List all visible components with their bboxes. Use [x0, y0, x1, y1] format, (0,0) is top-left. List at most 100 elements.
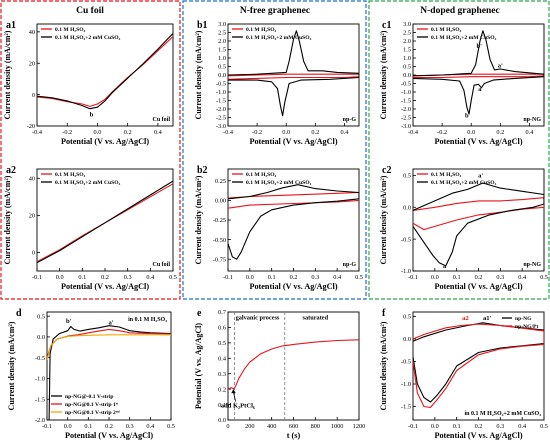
panel-a1-group-title: Cu foil	[76, 6, 104, 16]
panel-b1-ytick-label: 0.0	[218, 72, 226, 79]
panel-c2-annotation: a	[443, 263, 447, 270]
panel-a2-ytick-label: 20	[29, 213, 35, 220]
panel-c2-xtick-label: 0.2	[475, 274, 483, 281]
panel-b1-series-2	[228, 30, 359, 117]
panel-b1-xtick-label: 0.0	[282, 129, 290, 136]
panel-c1-ytick-label: -0.5	[401, 81, 411, 88]
panel-b2-letter: b2	[197, 165, 208, 176]
panel-a1-ytick-label: -20	[27, 123, 35, 130]
panel-d-xtick-label: 0.0	[64, 423, 72, 430]
panel-b2-legend-label: 0.1 M H₂SO₄	[246, 172, 277, 178]
panel-c1-annotation: b'	[476, 43, 482, 50]
panel-c1-xtick-label: -0.2	[437, 129, 447, 136]
panel-d-series-1	[48, 325, 171, 420]
panel-a1-xtick-label: 0.0	[94, 129, 102, 136]
panel-b1-ytick-label: 3.0	[218, 21, 226, 28]
panel-c2-series-2	[413, 182, 544, 267]
panel-b2-xtick-label: 0.1	[268, 274, 276, 281]
panel-b2-xtick-label: 0.0	[246, 274, 254, 281]
panel-b1-ytick-label: -3.0	[216, 123, 226, 130]
panel-b2-ytick-label: 0.25	[215, 178, 226, 185]
panel-d-legend-label: np-NG@0.1 V-strip 1ˢᵗ	[65, 402, 119, 408]
panel-c2-letter: c2	[382, 165, 391, 176]
panel-a2-ytick-label: 40	[29, 175, 35, 182]
panel-f-xtick-label: 0.4	[518, 423, 527, 430]
panel-c1-ytick-label: 0.5	[403, 64, 411, 71]
panel-b1-ytick-label: -1.5	[216, 98, 226, 105]
panel-c2-ytick-label: 0.0	[403, 204, 411, 211]
panel-c2-xtick-label: 0.3	[496, 274, 504, 281]
panel-f-xtick-label: -0.1	[408, 423, 418, 430]
panel-a2-legend-label: 0.1 M H₂SO₄	[55, 172, 86, 178]
panel-e-annotation: add K₂PtCl₆	[221, 403, 255, 410]
panel-e-ylabel: Potential (V vs. Ag/AgCl)	[194, 323, 203, 409]
panel-a1-annotation: b	[90, 112, 94, 119]
panel-c2-annotation: a'	[478, 172, 483, 179]
panel-e-ytick-label: 0.6	[218, 325, 226, 332]
panel-a1-ytick-label: 40	[29, 29, 35, 36]
panel-b2-xtick-label: 0.3	[311, 274, 319, 281]
panel-c1-xtick-label: 0.0	[467, 129, 475, 136]
panel-c1-ytick-label: 0.0	[403, 72, 411, 79]
panel-c2-xtick-label: -0.1	[408, 274, 418, 281]
panel-c1-ytick-label: 1.5	[403, 47, 411, 54]
panel-a2-inner-label: Cu foil	[152, 262, 170, 268]
panel-a1-xtick-label: -0.2	[62, 129, 72, 136]
panel-f-legend-label: np-NG/Pt	[515, 324, 538, 330]
panel-e-xtick-label: 600	[289, 423, 298, 430]
panel-b1-legend-label: 0.1 M H₂SO₄	[246, 27, 277, 33]
panel-c1-inner-label: np-NG	[523, 117, 541, 123]
panel-c1-legend-label: 0.1 M H₂SO₄	[431, 27, 462, 33]
panel-a1-series-1	[37, 36, 173, 107]
panel-a1-ytick-label: 20	[29, 60, 35, 67]
panel-e-xtick-label: 0	[226, 423, 229, 430]
panel-a2-xtick-label: 0.3	[124, 274, 132, 281]
panel-d-xtick-label: 0.2	[105, 423, 113, 430]
panel-e-region-label: galvanic process	[236, 315, 280, 322]
panel-b2-ytick-label: -0.25	[213, 217, 226, 224]
panel-f-xlabel: Potential (V vs. Ag/AgCl)	[434, 431, 522, 440]
panel-a1-xtick-label: -0.4	[32, 129, 43, 136]
panel-a2-ytick-label: 0	[32, 250, 35, 257]
panel-d-ytick-label: -1.5	[35, 396, 45, 403]
panel-c2-ylabel: Current density (mA/cm²)	[379, 175, 388, 264]
panel-c1-series-2	[413, 30, 544, 115]
panel-f-legend-label: np-NG	[515, 316, 532, 322]
panel-e-xtick-label: 800	[311, 423, 320, 430]
panel-d-legend-label: np-NG@-0.1 V-strip	[65, 394, 114, 400]
panel-a2-xtick-label: 0.4	[146, 274, 155, 281]
panel-d-annotation: a'	[108, 319, 113, 326]
panel-a1-xlabel: Potential (V vs. Ag/AgCl)	[61, 137, 149, 146]
panel-f-xtick-label: 0.1	[453, 423, 461, 430]
panel-f-annotation: a2	[462, 315, 469, 322]
panel-c2-ytick-label: -0.5	[401, 236, 411, 243]
panel-c2-xtick-label: 0.5	[540, 274, 548, 281]
panel-f-ytick-label: -0.5	[401, 359, 411, 366]
panel-c1-letter: c1	[382, 20, 391, 31]
panel-f-ytick-label: 0.0	[403, 336, 411, 343]
frame-cu-foil	[0, 0, 181, 300]
panel-c1-ytick-label: -2.0	[401, 106, 411, 113]
panel-c2-ytick-label: 0.5	[403, 173, 411, 180]
panel-f-ytick-label: -1.5	[401, 404, 411, 411]
panel-e-arrow-head	[231, 389, 236, 394]
panel-b1-xlabel: Potential (V vs. Ag/AgCl)	[249, 137, 337, 146]
panel-c1-group-title: N-doped graphenec	[420, 6, 499, 16]
panel-f-ytick-label: -1.0	[401, 381, 411, 388]
panel-c1-xtick-label: -0.4	[408, 129, 419, 136]
panel-c1-annotation: a'	[498, 62, 503, 69]
panel-c1-ytick-label: -3.0	[401, 123, 411, 130]
panel-d-letter: d	[16, 308, 22, 319]
panel-a1-series-2	[37, 33, 173, 110]
panel-d-annotation: b'	[66, 318, 72, 325]
panel-c1-ytick-label: -2.5	[401, 115, 411, 122]
panel-b1-ytick-label: 0.5	[218, 64, 226, 71]
panel-a1-plot-frame	[36, 23, 174, 127]
panel-c1-ytick-label: 1.0	[403, 55, 411, 62]
panel-a2-letter: a2	[6, 165, 16, 176]
panel-b2-legend-label: 0.1 M H₂SO₄+2 mM CuSO₄	[246, 180, 312, 186]
panel-a2-xtick-label: 0.1	[78, 274, 86, 281]
panel-e-series-1	[228, 339, 359, 390]
panel-a2-legend-label: 0.1 M H₂SO₄+2 mM CuSO₄	[55, 180, 121, 186]
